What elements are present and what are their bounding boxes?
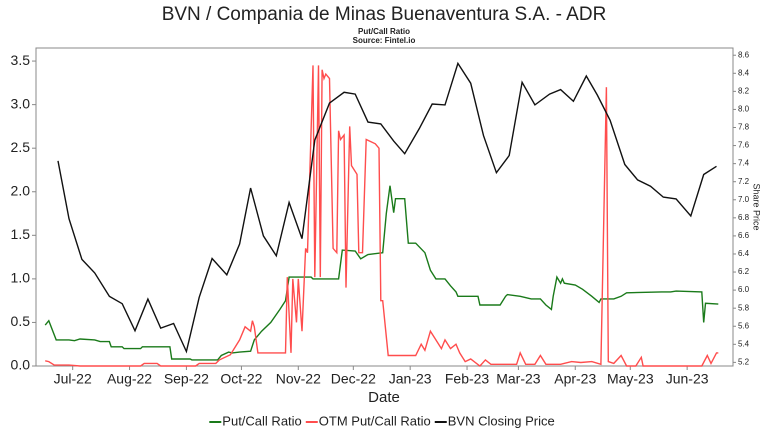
y2-tick-label: 8.0	[738, 105, 750, 114]
plot-frame	[35, 47, 734, 367]
chart-title: BVN / Compania de Minas Buenaventura S.A…	[162, 4, 607, 25]
series-line	[44, 185, 719, 361]
chart-source: Source: Fintel.io	[353, 36, 416, 45]
y-tick-label: 1.5	[11, 226, 31, 242]
x-tick-label: Mar-23	[496, 371, 541, 387]
y2-tick-label: 7.2	[738, 177, 750, 186]
y2-tick-label: 6.6	[738, 231, 750, 240]
y2-axis-label: Share Price	[752, 183, 762, 230]
y2-tick-label: 5.4	[738, 339, 750, 348]
y2-tick-label: 8.6	[738, 50, 750, 59]
y2-tick-label: 6.4	[738, 249, 750, 258]
x-axis-label: Date	[368, 389, 400, 406]
y-tick-label: 1.0	[11, 270, 31, 286]
y2-tick-label: 7.4	[738, 159, 750, 168]
chart-subtitle: Put/Call Ratio	[358, 27, 410, 36]
series-line	[45, 65, 719, 367]
y2-tick-label: 8.4	[738, 68, 750, 77]
y-tick-label: 2.5	[11, 139, 31, 155]
x-tick-label: Jan-23	[389, 371, 432, 387]
y2-tick-label: 6.0	[738, 285, 750, 294]
y2-tick-label: 7.6	[738, 141, 750, 150]
x-tick-label: May-23	[607, 371, 654, 387]
y-tick-label: 3.0	[11, 95, 31, 111]
y-tick-label: 2.0	[11, 182, 31, 198]
y-tick-label: 0.5	[11, 313, 31, 329]
y2-tick-label: 6.2	[738, 267, 750, 276]
y2-tick-label: 6.8	[738, 213, 750, 222]
y2-tick-label: 5.8	[738, 303, 750, 312]
legend-label: Put/Call Ratio	[222, 413, 301, 428]
x-tick-label: Apr-23	[554, 371, 596, 387]
legend-label: BVN Closing Price	[448, 413, 555, 428]
y2-tick-label: 8.2	[738, 86, 750, 95]
x-tick-label: Feb-23	[445, 371, 490, 387]
y-tick-label: 0.0	[11, 357, 31, 373]
x-tick-label: Jul-22	[54, 371, 92, 387]
x-tick-label: Nov-22	[276, 371, 321, 387]
series-line	[57, 61, 717, 354]
x-tick-label: Jun-23	[666, 371, 709, 387]
x-tick-label: Aug-22	[107, 371, 152, 387]
legend-label: OTM Put/Call Ratio	[319, 413, 431, 428]
y2-tick-label: 7.0	[738, 195, 750, 204]
x-tick-label: Sep-22	[164, 371, 209, 387]
x-tick-label: Dec-22	[331, 371, 376, 387]
y2-tick-label: 5.2	[738, 357, 750, 366]
y2-tick-label: 5.6	[738, 321, 750, 330]
y2-tick-label: 7.8	[738, 123, 750, 132]
y-tick-label: 3.5	[11, 52, 31, 68]
x-tick-label: Oct-22	[220, 371, 262, 387]
